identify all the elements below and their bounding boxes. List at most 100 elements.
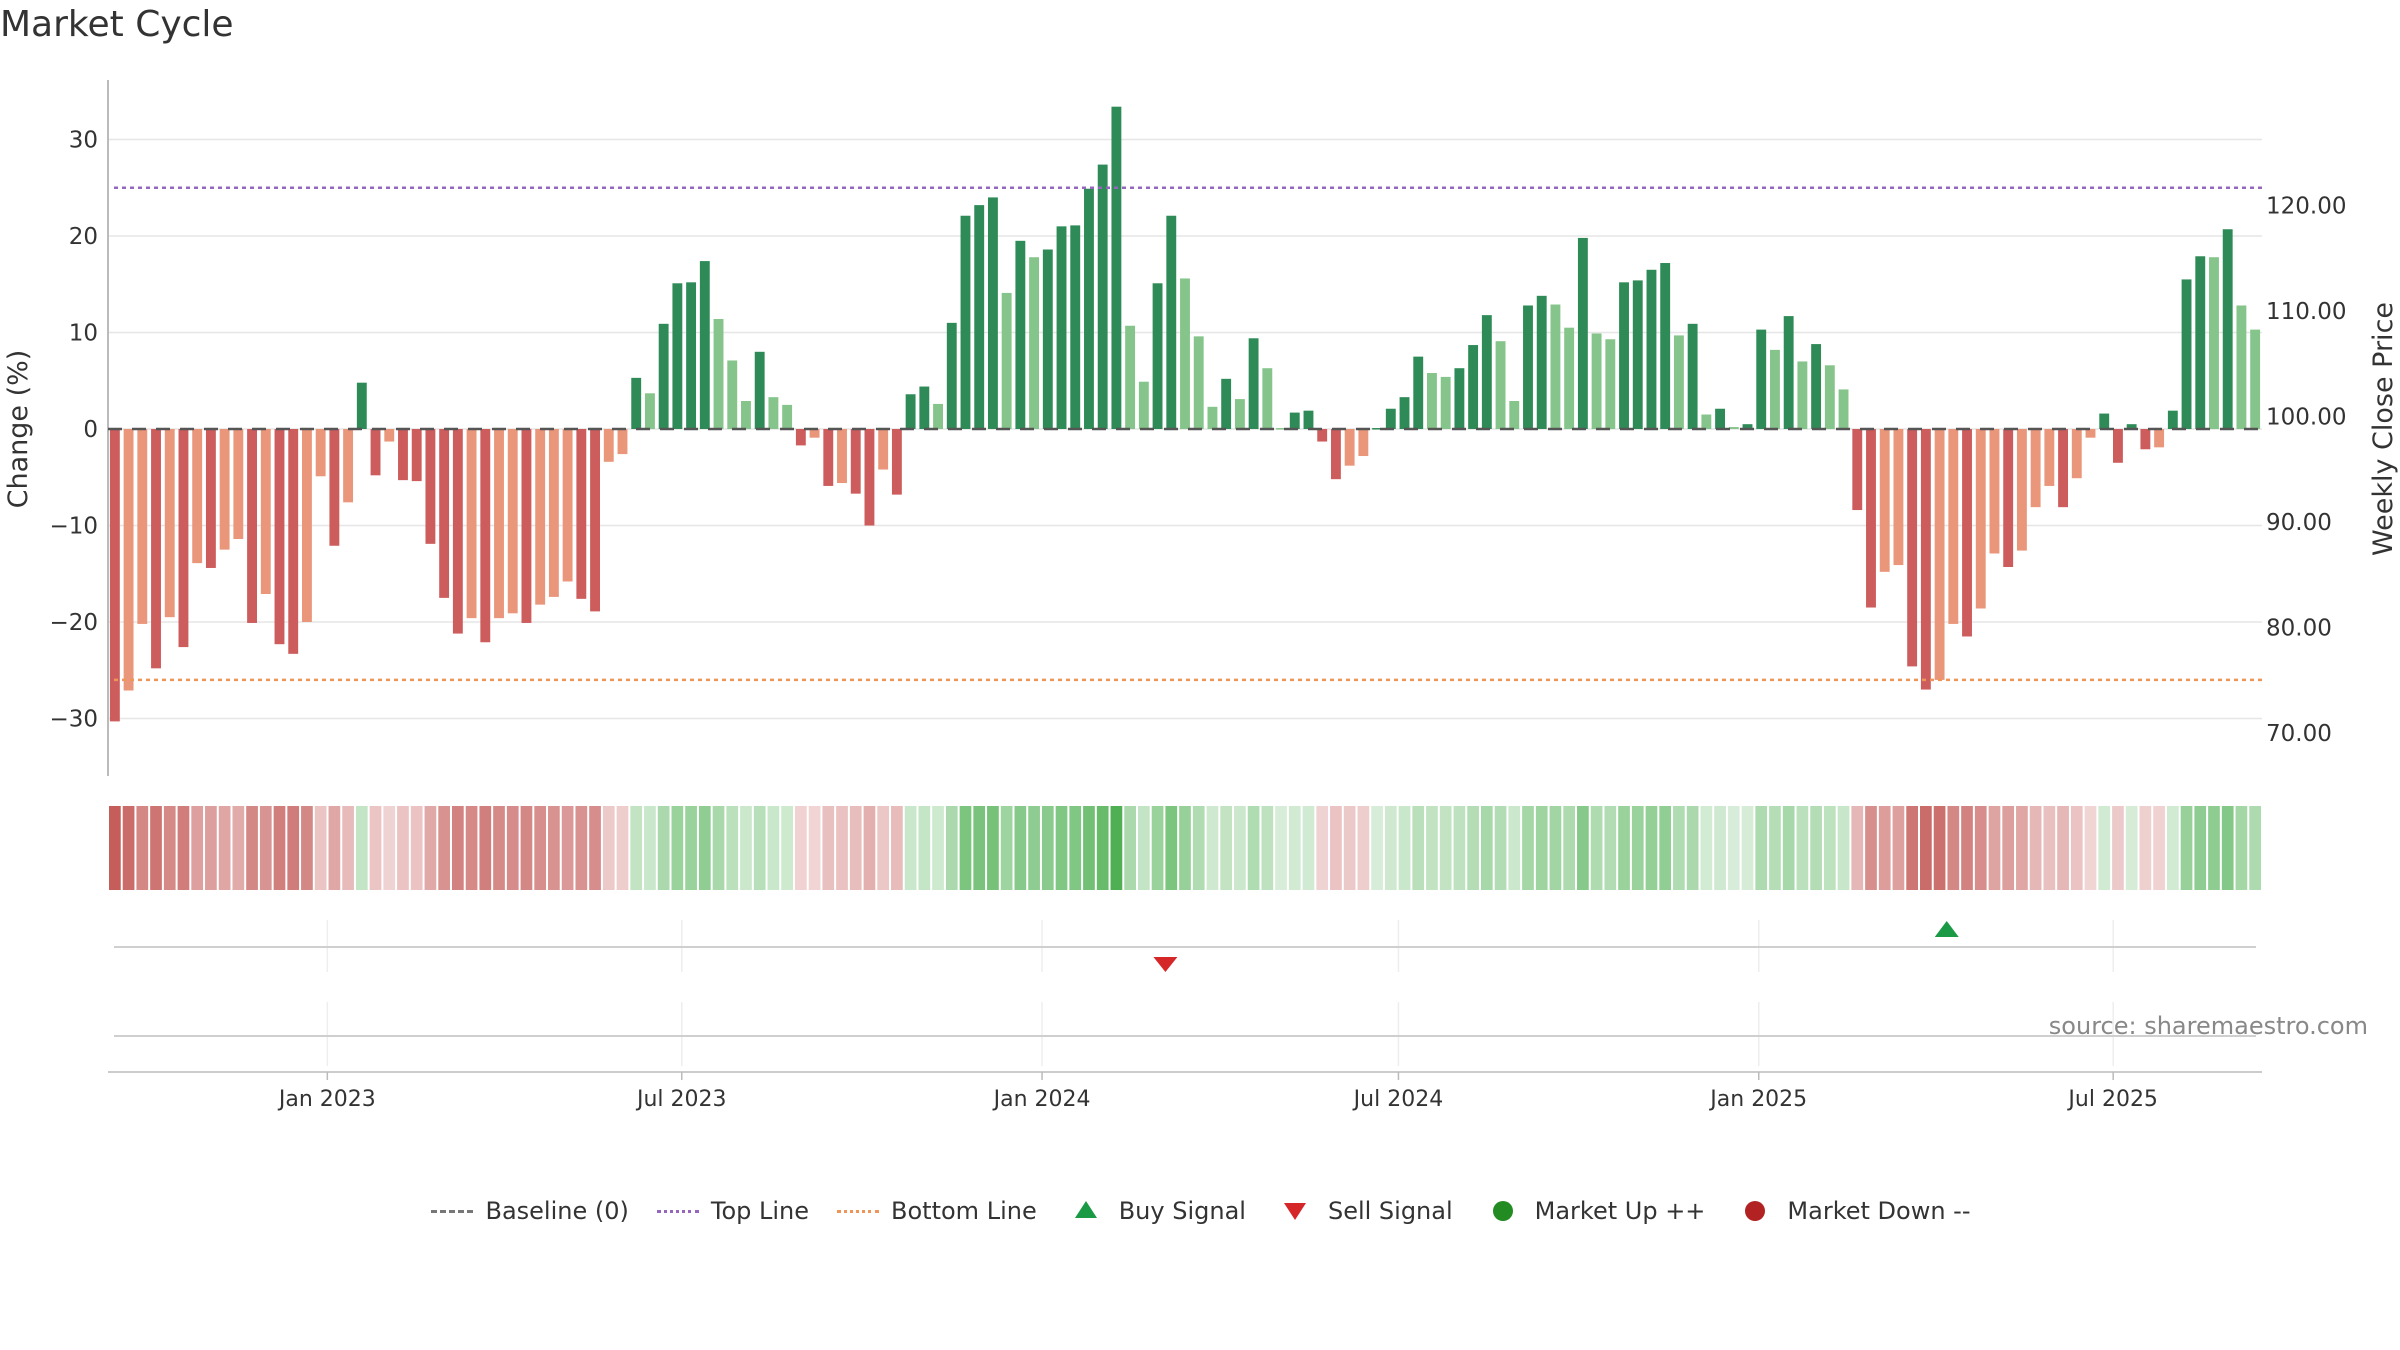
heat-strip-cell xyxy=(1110,806,1123,890)
heat-strip-cell xyxy=(191,806,204,890)
change-bar xyxy=(109,429,120,722)
y-tick-label: −10 xyxy=(49,514,98,540)
change-bar xyxy=(178,429,189,648)
heat-strip-cell xyxy=(726,806,739,890)
heat-strip-cell xyxy=(410,806,423,890)
x-tick-label: Jul 2024 xyxy=(1352,1087,1444,1112)
heat-strip-cell xyxy=(493,806,505,890)
change-bar xyxy=(946,322,957,429)
legend-item-sell-signal: Sell Signal xyxy=(1272,1197,1453,1225)
heat-strip-cell xyxy=(1535,806,1548,890)
heat-strip-cell xyxy=(1604,806,1617,890)
change-bar xyxy=(164,429,175,618)
heat-strip-cell xyxy=(383,806,396,890)
change-bar xyxy=(1632,280,1643,429)
legend-item-buy-signal: Buy Signal xyxy=(1063,1197,1246,1225)
heat-strip-cell xyxy=(1590,806,1603,890)
legend-item-bottom-line: Bottom Line xyxy=(835,1197,1037,1225)
heat-strip-cell xyxy=(2098,806,2111,890)
change-bar xyxy=(1564,327,1575,429)
change-bar xyxy=(1975,429,1986,609)
heat-strip-cell xyxy=(1892,806,1905,890)
change-bar xyxy=(1070,225,1081,429)
dotted-purple-line-icon xyxy=(655,1199,701,1223)
change-bar xyxy=(672,283,683,429)
change-bar xyxy=(741,401,751,429)
heat-strip-cell xyxy=(2221,806,2234,890)
heat-strip-cell xyxy=(205,806,217,890)
change-bar xyxy=(1084,188,1094,429)
change-bar xyxy=(2195,256,2206,429)
heat-strip-cell xyxy=(589,806,601,890)
change-bar xyxy=(288,429,299,654)
heat-strip-cell xyxy=(1741,806,1754,890)
change-bar xyxy=(1701,414,1712,429)
heat-strip-cell xyxy=(959,806,972,890)
legend-item-market-down: Market Down -- xyxy=(1731,1197,1971,1225)
heat-strip-cell xyxy=(534,806,547,890)
heat-strip-cell xyxy=(863,806,876,890)
change-bar xyxy=(123,429,134,691)
y-axis-title: Change (%) xyxy=(3,350,34,509)
change-bar xyxy=(1207,406,1218,429)
change-bar xyxy=(1138,381,1149,429)
heat-strip-cell xyxy=(1343,806,1356,890)
heat-strip-cell xyxy=(1288,806,1301,890)
change-bar xyxy=(2058,429,2069,508)
change-bar xyxy=(548,429,559,597)
change-bar xyxy=(891,429,902,495)
legend-item-top-line: Top Line xyxy=(655,1197,809,1225)
y2-tick-label: 110.00 xyxy=(2266,299,2346,325)
heat-strip-cell xyxy=(1151,806,1164,890)
change-bar xyxy=(2126,424,2137,429)
heat-strip-cell xyxy=(122,806,135,890)
change-bar xyxy=(1673,335,1684,429)
y2-tick-label: 90.00 xyxy=(2266,510,2332,536)
heat-strip-cell xyxy=(794,806,807,890)
heat-strip-cell xyxy=(561,806,574,890)
heat-strip-cell xyxy=(630,806,643,890)
change-bar xyxy=(1742,424,1753,429)
change-bar xyxy=(1468,345,1479,429)
change-bar xyxy=(1152,283,1163,429)
change-bar xyxy=(1866,429,1876,608)
heat-strip-cell xyxy=(1906,806,1919,890)
heat-strip-cell xyxy=(1234,806,1246,890)
heat-strip-cell xyxy=(301,806,313,890)
change-bar xyxy=(1989,429,2000,554)
heat-strip-cell xyxy=(1096,806,1109,890)
change-bar xyxy=(960,215,971,429)
change-bar xyxy=(823,429,834,486)
heat-strip-cell xyxy=(712,806,725,890)
heat-strip-cell xyxy=(2153,806,2165,890)
heat-strip-cell xyxy=(822,806,835,890)
sell-signal-marker xyxy=(1153,957,1178,972)
heat-strip-cell xyxy=(232,806,245,890)
change-bar xyxy=(1495,341,1506,429)
heat-strip-cell xyxy=(1316,806,1329,890)
heat-strip-cell xyxy=(945,806,958,890)
heat-strip-cell xyxy=(520,806,533,890)
green-dot-icon xyxy=(1479,1199,1525,1223)
change-bar xyxy=(987,197,998,429)
y2-tick-label: 70.00 xyxy=(2266,721,2332,747)
heat-strip-cell xyxy=(1124,806,1136,890)
change-bar xyxy=(301,429,312,622)
heat-strip-cell xyxy=(479,806,492,890)
heat-strip-cell xyxy=(918,806,931,890)
change-bar xyxy=(384,429,395,442)
x-tick-label: Jan 2025 xyxy=(1708,1087,1807,1112)
change-bar xyxy=(1358,429,1369,457)
heat-strip-cell xyxy=(740,806,752,890)
heat-strip-cell xyxy=(1179,806,1191,890)
heat-strip-cell xyxy=(1673,806,1685,890)
heat-strip-cell xyxy=(1000,806,1013,890)
change-bar xyxy=(411,429,422,482)
change-bar xyxy=(494,429,504,619)
heat-strip-cell xyxy=(1769,806,1781,890)
change-bar xyxy=(795,429,806,446)
heat-strip-cell xyxy=(1810,806,1822,890)
y2-tick-label: 120.00 xyxy=(2266,193,2346,219)
y2-axis-title: Weekly Close Price xyxy=(2368,302,2399,556)
x-tick-label: Jan 2023 xyxy=(277,1087,376,1112)
